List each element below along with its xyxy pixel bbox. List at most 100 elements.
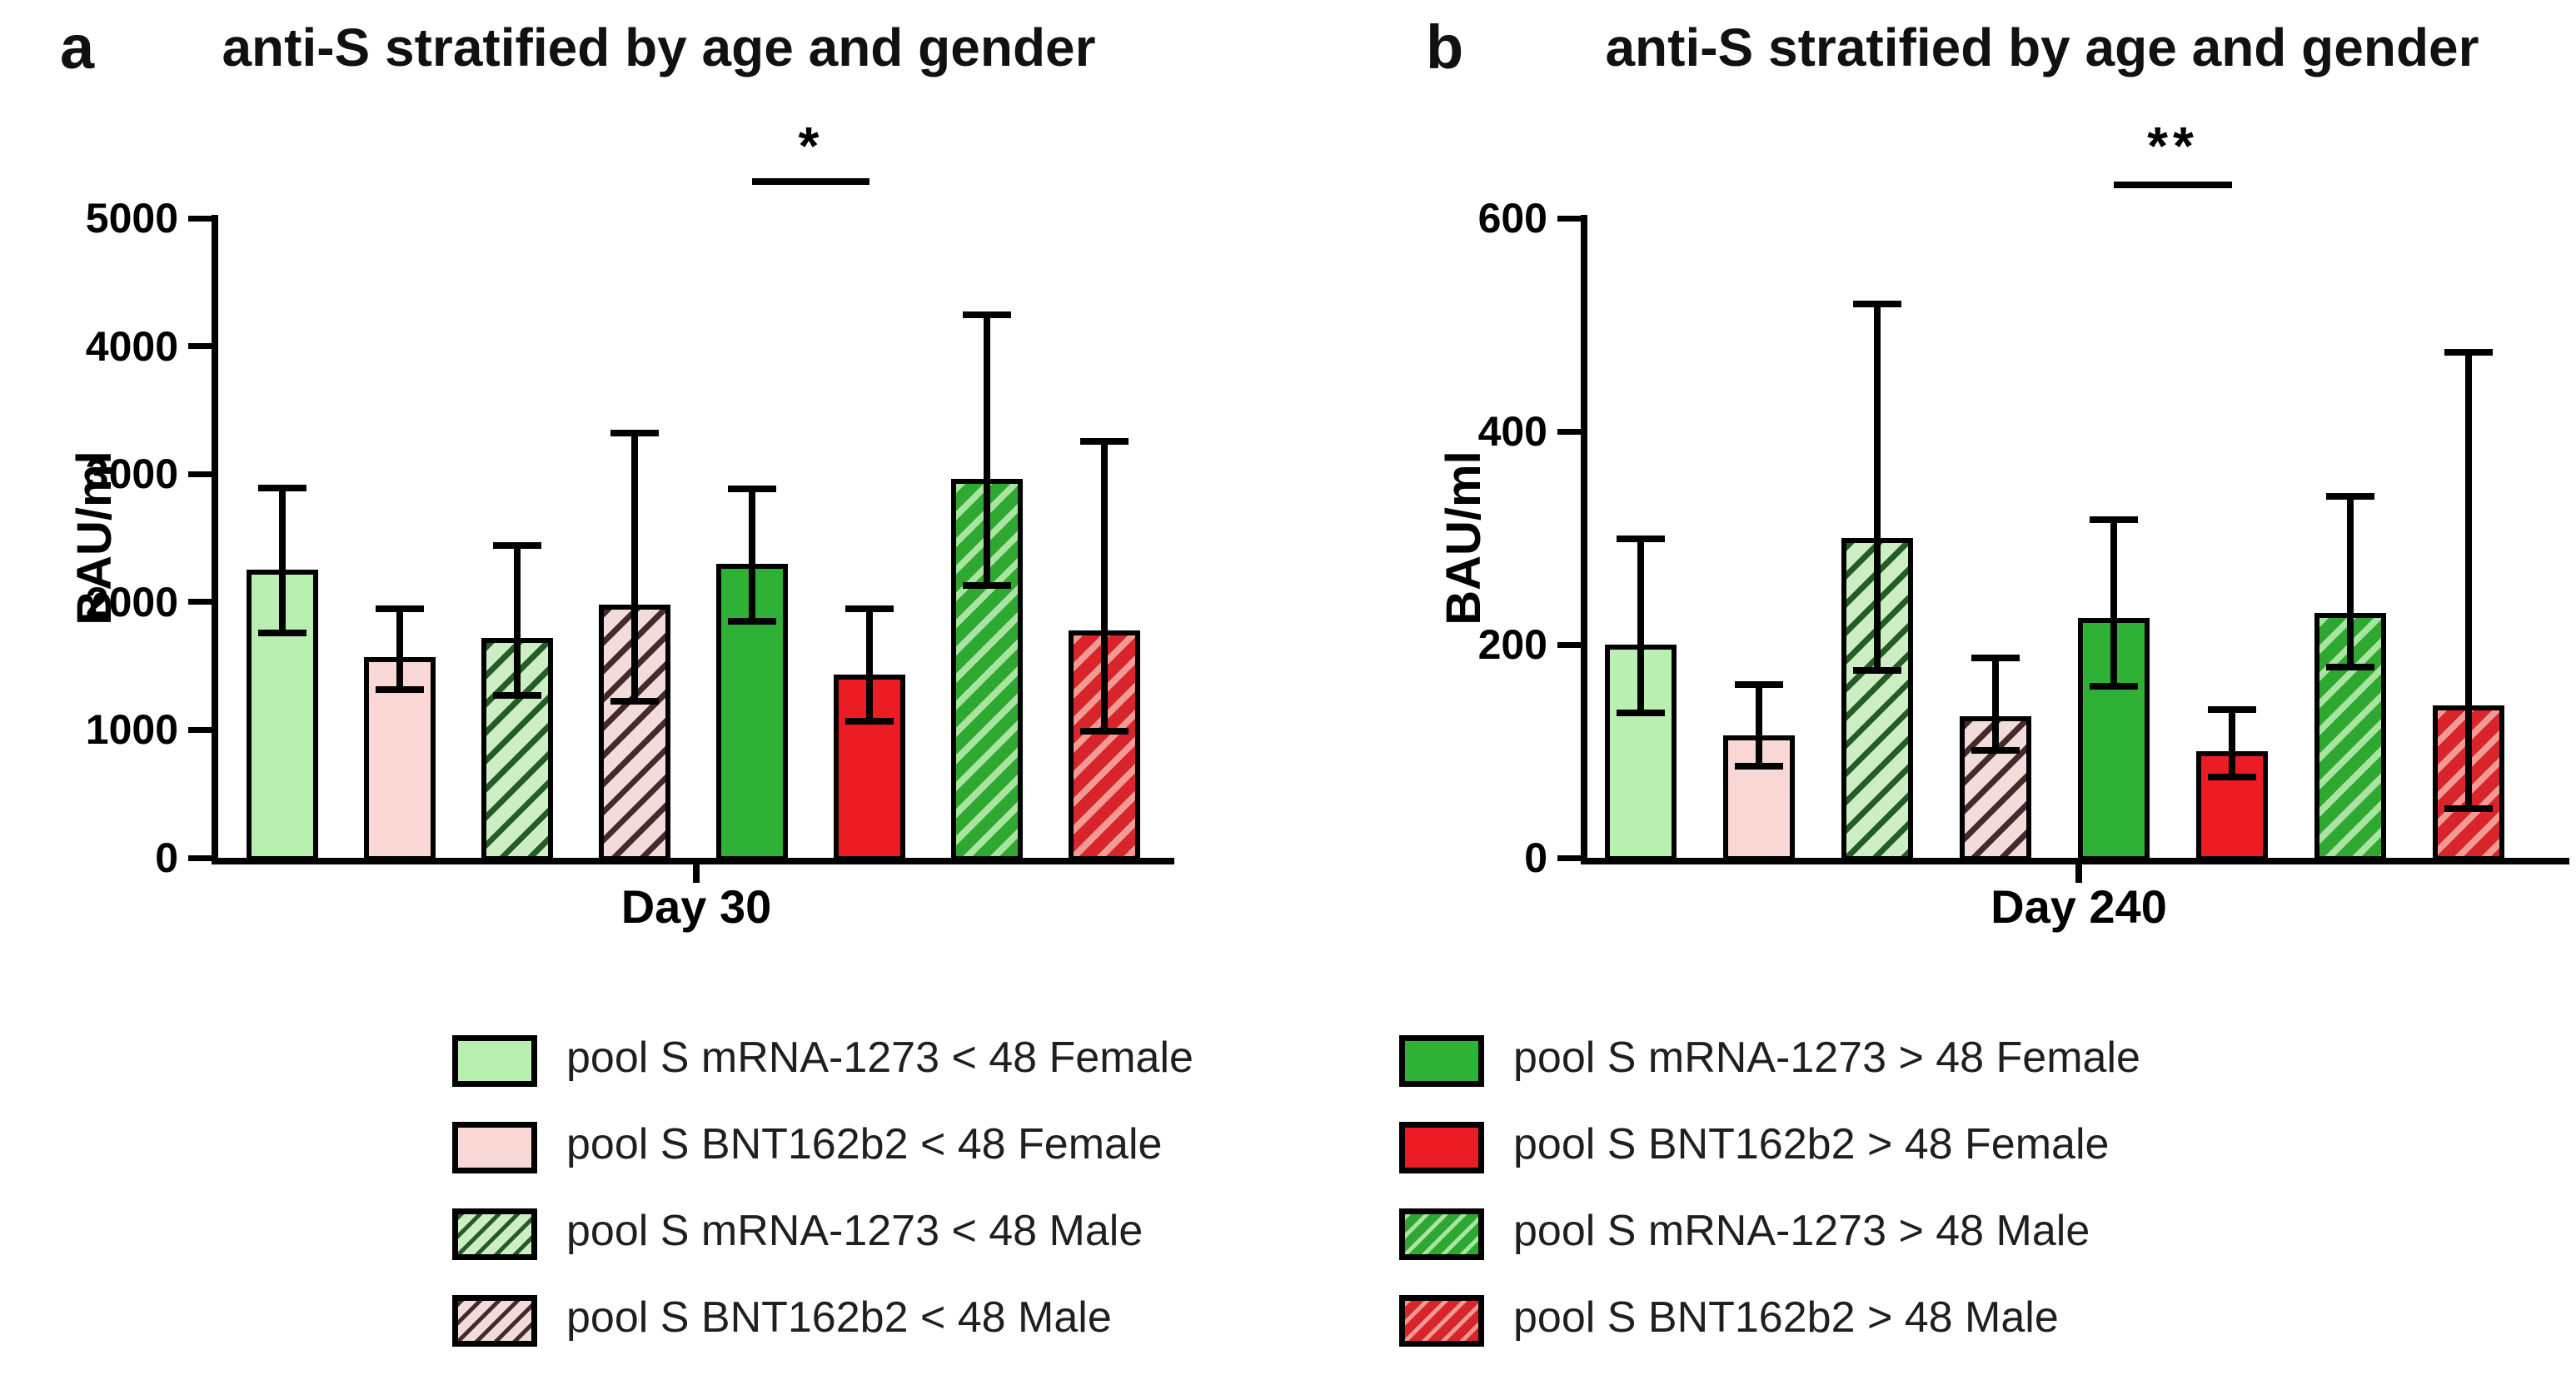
significance-line [2114,182,2232,188]
y-axis-tick [1557,428,1581,435]
y-tick-label: 0 [155,834,178,881]
error-bar-line [1874,303,1881,671]
panel-a-y-axis-label: BAU/ml [67,451,122,625]
legend-swatch-lightgreen_solid [452,1035,537,1087]
bar-pool-s-mrna-1273-48-male [2314,612,2386,861]
error-bar-line [1637,538,1644,715]
y-axis-tick [188,471,212,477]
legend-swatch-lightpink_solid [452,1122,537,1173]
y-tick-label: 600 [1477,195,1547,242]
error-bar-cap-bottom [845,718,894,725]
error-bar-line [2110,518,2117,688]
legend-label: pool S mRNA-1273 > 48 Male [1513,1207,2090,1255]
y-axis-tick [188,343,212,350]
legend-label: pool S BNT162b2 < 48 Female [566,1120,1163,1168]
y-tick-label: 0 [1524,834,1547,881]
error-bar-cap-bottom [1971,747,2020,754]
error-bar-line [749,488,755,623]
error-bar-cap-bottom [1617,710,1665,717]
legend-label: pool S mRNA-1273 > 48 Female [1513,1034,2140,1082]
error-bar-line [1101,441,1108,733]
x-category-tick [693,864,700,883]
error-bar-cap-top [2208,705,2256,713]
error-bar-line [2347,495,2354,669]
error-bar-cap-top [963,311,1011,319]
bar-pool-s-bnt162b2-48-female [834,675,905,861]
y-axis-tick [188,599,212,605]
error-bar-line [514,544,521,697]
panel-b-title: anti-S stratified by age and gender [1605,17,2479,77]
y-axis-tick [188,854,212,861]
legend-label: pool S BNT162b2 > 48 Female [1513,1120,2110,1168]
legend-label: pool S BNT162b2 > 48 Male [1513,1293,2059,1342]
error-bar-cap-top [2444,349,2493,356]
error-bar-cap-bottom [1853,667,1901,674]
significance-line [752,178,869,185]
y-tick-label: 1000 [85,706,178,754]
error-bar-cap-bottom [728,618,776,625]
panel-a-x-category-label: Day 30 [620,880,772,933]
error-bar-cap-bottom [963,582,1011,590]
legend-label: pool S mRNA-1273 < 48 Female [566,1034,1193,1082]
x-category-tick [2075,864,2082,883]
error-bar-cap-top [1971,655,2020,662]
error-bar-cap-top [728,486,776,493]
panel-b-label: b [1426,12,1464,82]
error-bar-line [1756,684,1762,768]
y-axis-tick [1557,854,1581,861]
legend-swatch-green_hatch [1399,1208,1484,1260]
error-bar-cap-top [1617,536,1665,542]
error-bar-cap-bottom [2444,805,2493,813]
error-bar-cap-top [610,429,659,436]
error-bar-cap-top [1853,301,1901,308]
error-bar-cap-top [1735,681,1783,689]
panel-b-significance-star: ** [2147,116,2199,176]
error-bar-cap-top [493,541,541,549]
y-axis-line [212,215,218,864]
y-tick-label: 4000 [85,322,178,370]
error-bar-line [631,431,638,702]
legend-swatch-lightpink_hatch [452,1295,537,1347]
x-axis-line [212,858,1174,864]
y-axis-line [1581,215,1587,864]
error-bar-cap-top [376,605,424,613]
legend-label: pool S mRNA-1273 < 48 Male [566,1207,1144,1255]
error-bar-line [866,608,873,723]
error-bar-cap-top [2090,516,2138,523]
y-axis-tick [188,726,212,733]
legend-swatch-red_hatch [1399,1295,1484,1347]
y-tick-label: 400 [1477,408,1547,455]
error-bar-cap-top [1080,438,1129,446]
legend-swatch-green_solid [1399,1035,1484,1087]
error-bar-line [1992,657,1999,751]
error-bar-cap-bottom [1735,763,1783,770]
legend-label: pool S BNT162b2 < 48 Male [566,1293,1112,1342]
error-bar-cap-bottom [2090,683,2138,690]
error-bar-cap-bottom [1080,728,1129,735]
bar-pool-s-mrna-1273-48-female [247,570,318,861]
panel-b-y-axis-label: BAU/ml [1437,451,1491,625]
error-bar-line [2465,351,2472,810]
y-axis-tick [1557,215,1581,222]
error-bar-cap-top [845,605,894,613]
y-axis-tick [1557,641,1581,648]
x-axis-line [1581,858,2569,864]
y-axis-tick [188,215,212,222]
y-tick-label: 2000 [85,578,178,625]
y-tick-label: 200 [1477,621,1547,668]
y-tick-label: 5000 [85,195,178,242]
error-bar-cap-bottom [376,685,424,693]
error-bar-line [279,486,286,635]
error-bar-cap-bottom [2326,664,2374,671]
error-bar-cap-bottom [493,692,541,700]
error-bar-line [396,608,403,690]
error-bar-line [984,314,990,587]
panel-b-x-category-label: Day 240 [1991,880,2167,933]
error-bar-cap-bottom [258,630,306,637]
legend-swatch-lightgreen_hatch [452,1208,537,1260]
error-bar-cap-top [2326,492,2374,500]
error-bar-line [2229,708,2235,778]
panel-a-label: a [60,12,95,82]
legend-swatch-red_solid [1399,1122,1484,1173]
